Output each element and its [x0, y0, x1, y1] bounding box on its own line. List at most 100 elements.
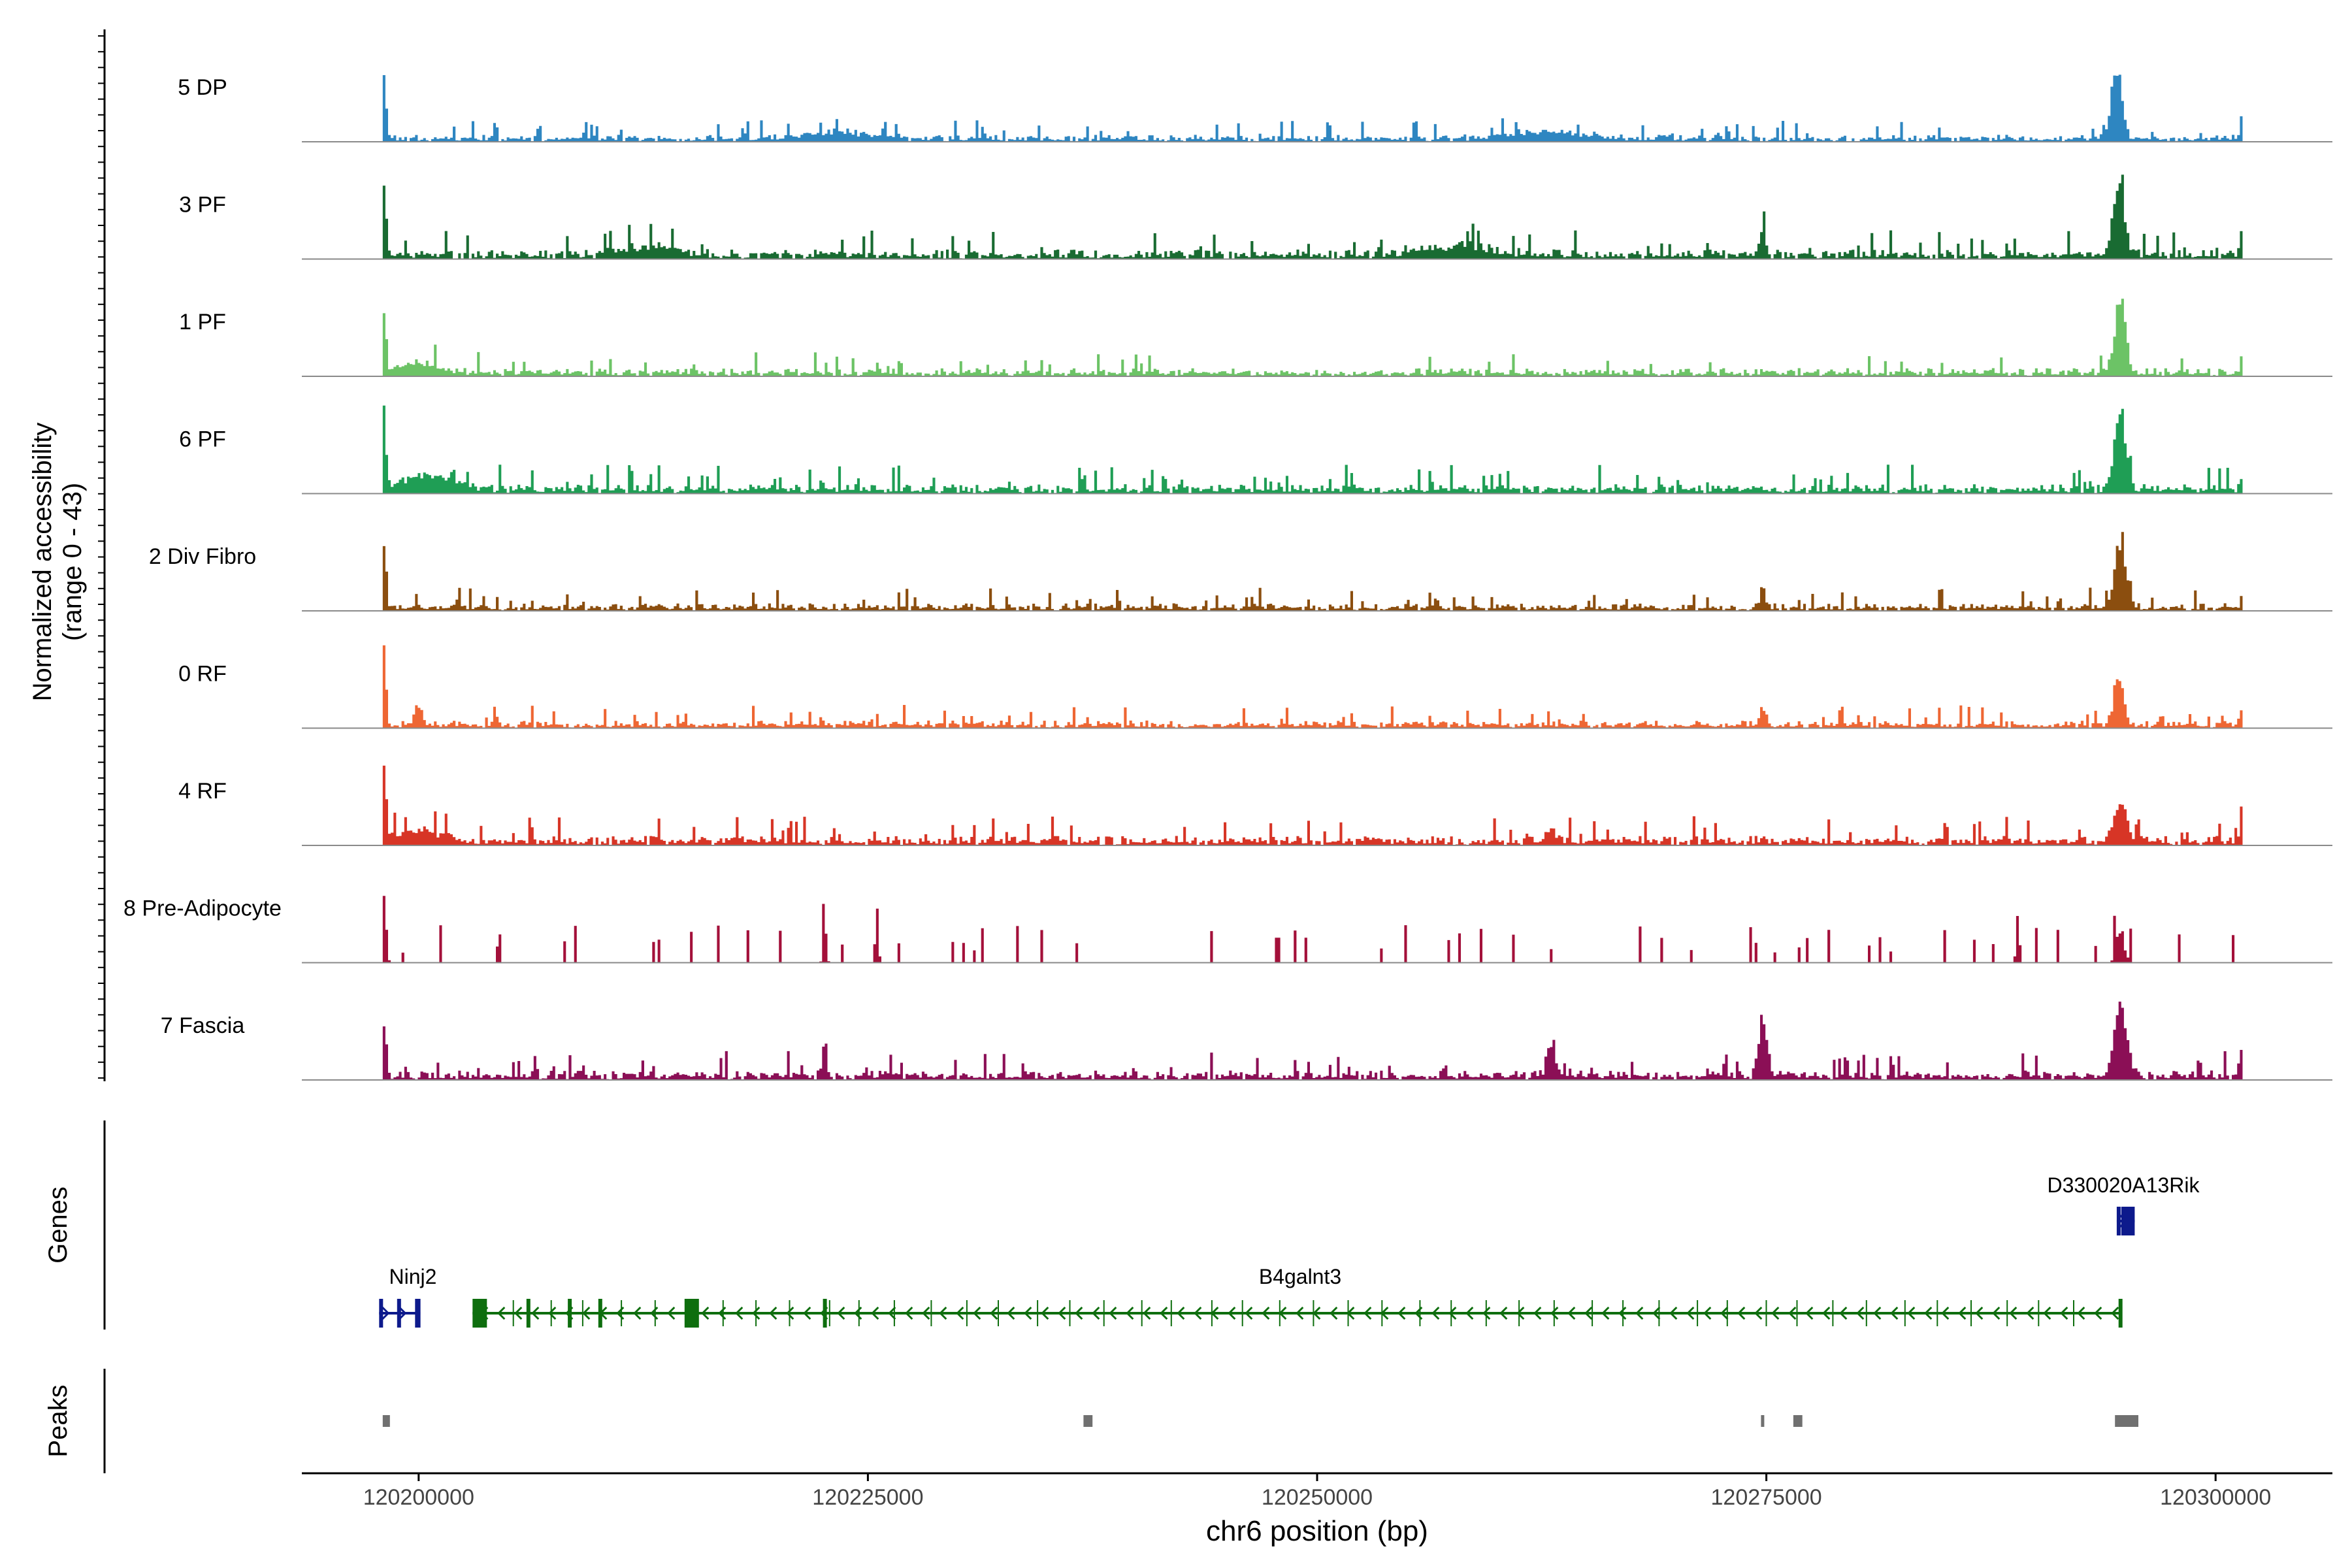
strand-arrow [1686, 1306, 1695, 1320]
strand-arrow [1109, 1306, 1117, 1320]
peak-region [382, 1415, 390, 1427]
strand-arrow [497, 1306, 506, 1320]
y-axis-label: Normalized accessibility [28, 423, 57, 702]
gene-exon [2121, 1207, 2135, 1235]
track-label: 2 Div Fibro [149, 544, 256, 569]
strand-arrow [2009, 1306, 2017, 1320]
peak-region [1083, 1415, 1093, 1427]
track-label: 3 PF [179, 193, 226, 218]
strand-arrow [1092, 1306, 1100, 1320]
strand-arrow [1635, 1306, 1644, 1320]
strand-arrow [1024, 1306, 1032, 1320]
strand-arrow [1465, 1306, 1474, 1320]
strand-arrow [973, 1306, 981, 1320]
gene-label: B4galnt3 [1259, 1265, 1341, 1288]
strand-arrow [1567, 1306, 1576, 1320]
strand-arrow [1296, 1306, 1304, 1320]
strand-arrow [1516, 1306, 1525, 1320]
gene-exon [526, 1299, 531, 1328]
track-label: 8 Pre-Adipocyte [123, 896, 282, 921]
strand-arrow [514, 1306, 523, 1320]
strand-arrow [2111, 1306, 2119, 1320]
peaks-panel-label: Peaks [44, 1384, 73, 1457]
strand-arrow [871, 1306, 879, 1320]
gene-exon [2118, 1299, 2123, 1328]
strand-arrow [956, 1306, 964, 1320]
track-labels: 5 DP 3 PF 1 PF 6 PF 2 Div Fibro 0 RF 4 RF 8 Pre… [123, 75, 282, 1038]
coverage-area-8 [382, 896, 2243, 963]
peak-region [1761, 1415, 1765, 1427]
track-label: 7 Fascia [161, 1013, 245, 1038]
strand-arrow [1907, 1306, 1916, 1320]
strand-arrow [1058, 1306, 1066, 1320]
x-tick-label: 120300000 [2160, 1485, 2271, 1510]
strand-arrow [990, 1306, 998, 1320]
strand-arrow [1941, 1306, 1950, 1320]
peak-region [1793, 1415, 1803, 1427]
gene-models: Ninj2 B4galnt3 D330020A13Rik [379, 1173, 2200, 1328]
strand-arrow [1330, 1306, 1338, 1320]
gene-exon [568, 1299, 572, 1328]
gene-label: D330020A13Rik [2047, 1173, 2200, 1197]
strand-arrow [1228, 1306, 1236, 1320]
strand-arrow [922, 1306, 930, 1320]
strand-arrow [2060, 1306, 2068, 1320]
strand-arrow [1788, 1306, 1797, 1320]
strand-arrow [786, 1306, 794, 1320]
strand-arrow [1160, 1306, 1168, 1320]
strand-arrow [1533, 1306, 1542, 1320]
coverage-area-2 [382, 174, 2243, 259]
coverage-y-ticks [98, 35, 105, 1079]
track-label: 5 DP [178, 75, 227, 100]
strand-arrow [1041, 1306, 1049, 1320]
strand-arrow [399, 1306, 407, 1320]
coverage-area-6 [382, 645, 2243, 728]
track-label: 6 PF [179, 427, 226, 452]
strand-arrow [1499, 1306, 1508, 1320]
strand-arrow [1262, 1306, 1270, 1320]
strand-arrow [1652, 1306, 1661, 1320]
strand-arrow [752, 1306, 760, 1320]
gene-exon [379, 1299, 384, 1328]
coverage-tracks [302, 74, 2332, 1081]
strand-arrow [1703, 1306, 1712, 1320]
strand-arrow [2077, 1306, 2085, 1320]
strand-arrow [1007, 1306, 1015, 1320]
gene-label: Ninj2 [389, 1265, 437, 1288]
strand-arrow [1720, 1306, 1729, 1320]
strand-arrow [1482, 1306, 1491, 1320]
gene-exon [415, 1299, 421, 1328]
peak-regions [382, 1415, 2138, 1427]
strand-arrow [1771, 1306, 1780, 1320]
strand-arrow [1669, 1306, 1678, 1320]
strand-arrow [1873, 1306, 1882, 1320]
x-tick-label: 120275000 [1711, 1485, 1822, 1510]
strand-arrow [1126, 1306, 1134, 1320]
gene-exon [2116, 1207, 2121, 1235]
strand-arrow [905, 1306, 913, 1320]
coverage-area-1 [382, 74, 2243, 142]
coverage-area-5 [382, 532, 2243, 611]
strand-arrow [1143, 1306, 1151, 1320]
x-tick-label: 120225000 [812, 1485, 923, 1510]
strand-arrow [633, 1306, 642, 1320]
strand-arrow [769, 1306, 777, 1320]
x-axis-ticks: 120200000 120225000 120250000 120275000 1203… [363, 1473, 2271, 1510]
coverage-area-3 [382, 299, 2243, 376]
strand-arrow [1448, 1306, 1457, 1320]
strand-arrow [2094, 1306, 2102, 1320]
strand-arrow [1754, 1306, 1763, 1320]
strand-arrow [1992, 1306, 2001, 1320]
strand-arrow [735, 1306, 743, 1320]
strand-arrow [1431, 1306, 1440, 1320]
strand-arrow [888, 1306, 896, 1320]
x-tick-label: 120200000 [363, 1485, 474, 1510]
strand-arrow [548, 1306, 557, 1320]
y-axis-label-range: (range 0 - 43) [58, 483, 87, 641]
strand-arrow [1856, 1306, 1865, 1320]
strand-arrow [2043, 1306, 2051, 1320]
gene-exon [684, 1299, 699, 1328]
strand-arrow [1075, 1306, 1083, 1320]
genes-panel-label: Genes [44, 1186, 73, 1264]
gene-exon [397, 1299, 401, 1328]
